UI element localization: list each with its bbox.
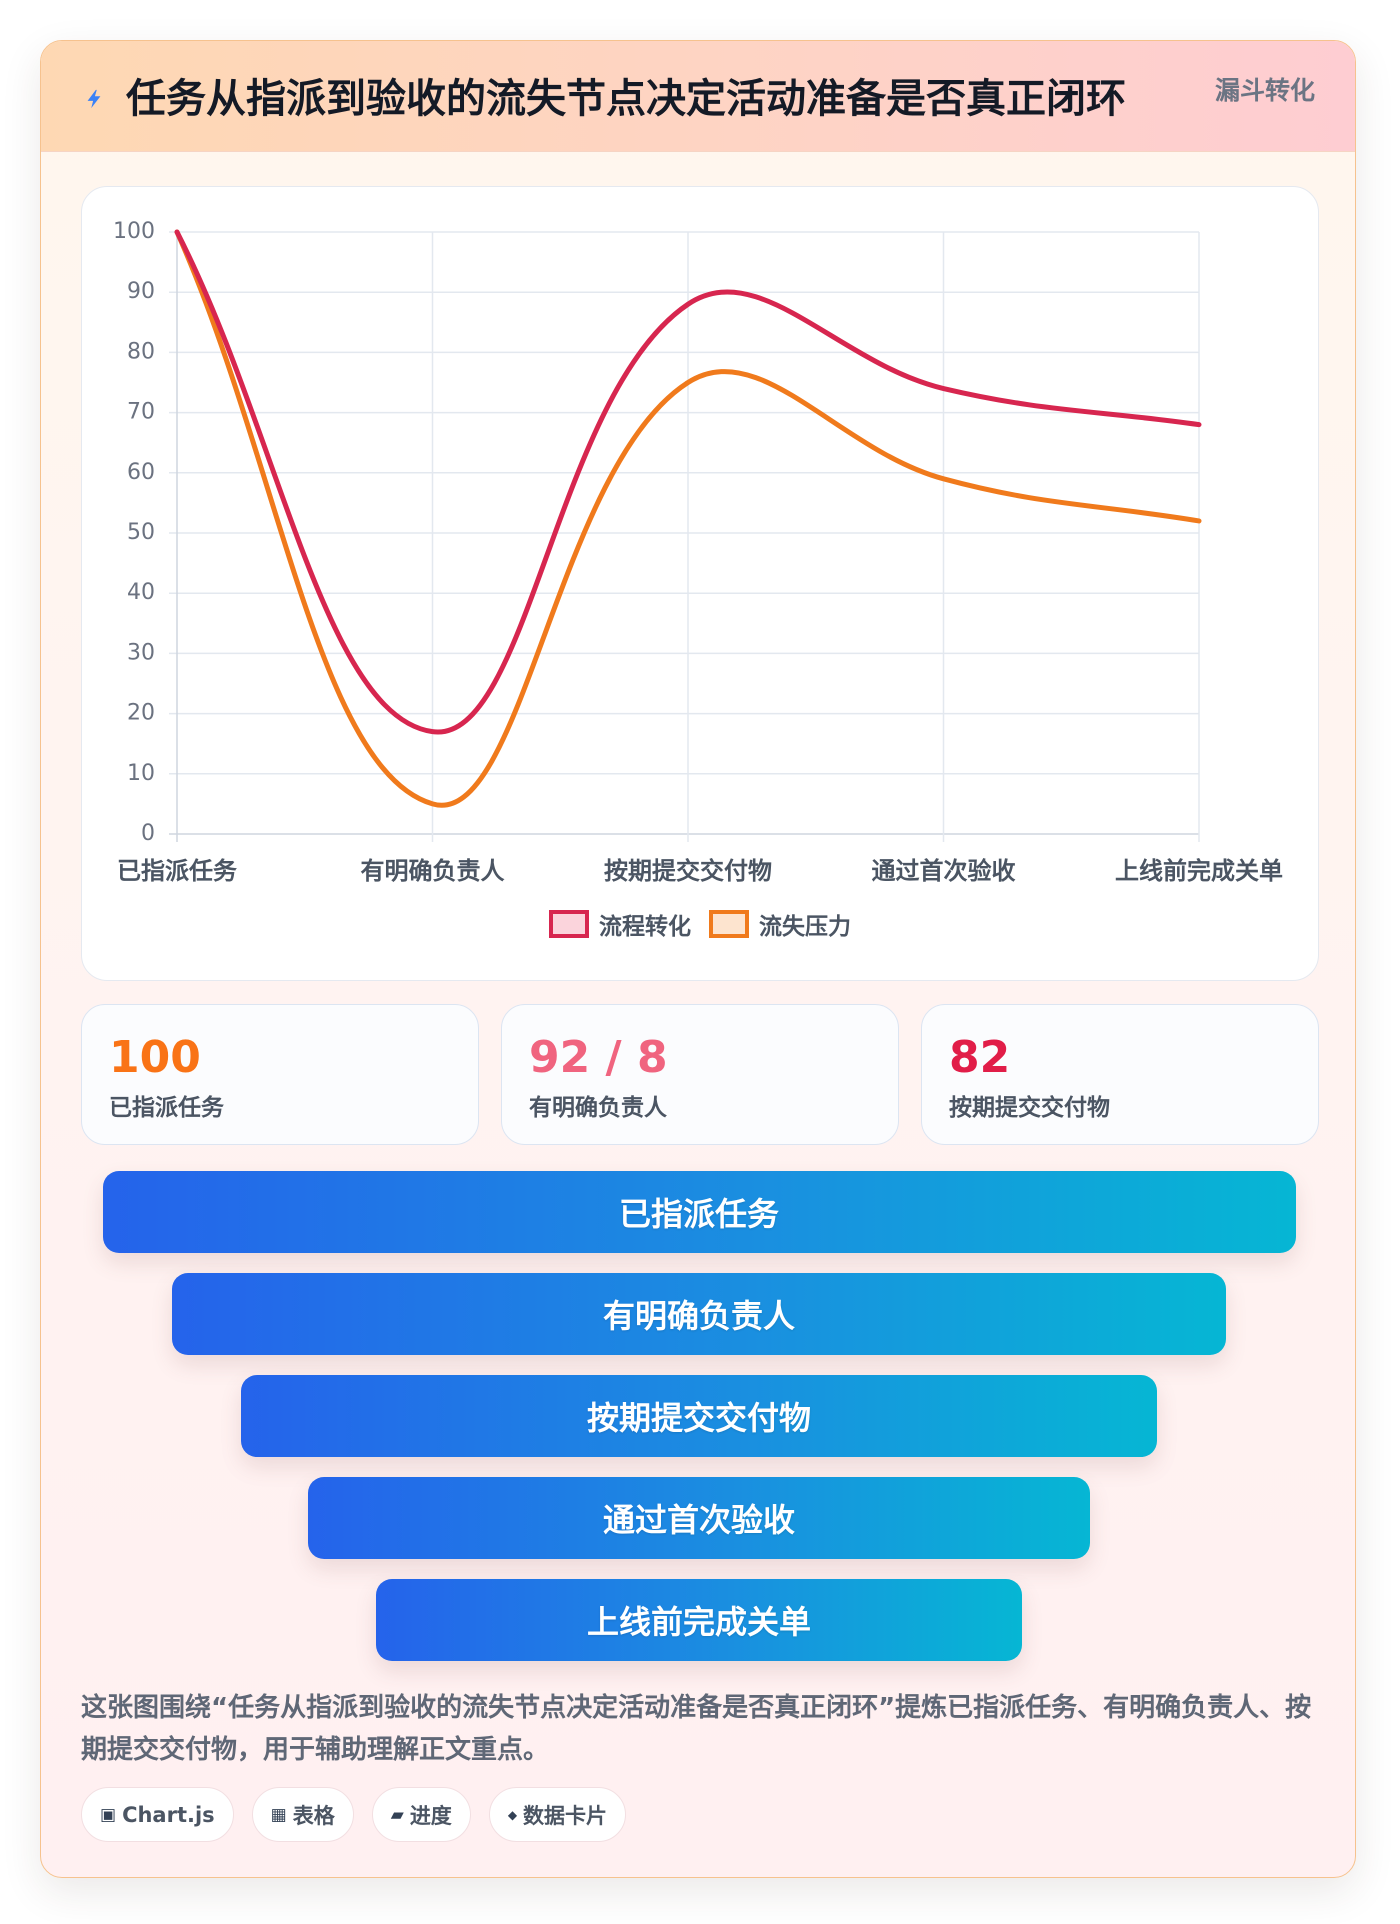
stat-card-1: 92 / 8 有明确负责人 (501, 1004, 899, 1145)
funnel-stage-2: 按期提交交付物 (241, 1375, 1157, 1457)
funnel: 已指派任务 有明确负责人 按期提交交付物 通过首次验收 上线前完成关单 (41, 1171, 1355, 1681)
legend-item-0[interactable]: 流程转化 (549, 907, 691, 941)
chip-progress[interactable]: ▰ 进度 (371, 1787, 471, 1842)
stat-value: 100 (109, 1032, 201, 1083)
chart-icon: ▣ (100, 1804, 117, 1825)
x-tick-label-4: 上线前完成关单 (1115, 857, 1283, 885)
data-point-0-0[interactable] (170, 225, 184, 239)
stat-value: 82 (949, 1032, 1011, 1083)
x-tick-label-2: 按期提交交付物 (604, 857, 772, 885)
card-header: 任务从指派到验收的流失节点决定活动准备是否真正闭环 漏斗转化 (41, 41, 1355, 152)
y-tick-label-8: 80 (127, 339, 155, 364)
data-point-0-2[interactable] (681, 297, 695, 311)
table-icon: ▦ (270, 1804, 287, 1825)
x-tick-label-0: 已指派任务 (117, 857, 238, 885)
data-point-1-4[interactable] (1192, 514, 1206, 528)
progress-icon: ▰ (390, 1804, 404, 1825)
chart-card: 任务从指派到验收的流失节点决定活动准备是否真正闭环 漏斗转化 0 10 20 30 40… (40, 40, 1356, 1878)
legend-swatch-1 (709, 910, 749, 938)
y-tick-label-1: 10 (127, 761, 155, 786)
chip-table[interactable]: ▦ 表格 (251, 1787, 354, 1842)
chart-legend: 流程转化 流失压力 (82, 903, 1318, 945)
data-point-0-3[interactable] (937, 382, 951, 396)
stat-label: 按期提交交付物 (949, 1095, 1110, 1121)
data-point-0-4[interactable] (1192, 418, 1206, 432)
data-point-1-3[interactable] (937, 472, 951, 486)
chip-label: Chart.js (122, 1802, 215, 1827)
legend-swatch-0 (549, 910, 589, 938)
funnel-stage-3: 通过首次验收 (308, 1477, 1090, 1559)
stat-card-2: 82 按期提交交付物 (921, 1004, 1319, 1145)
chip-label: 数据卡片 (523, 1803, 608, 1828)
chip-label: 进度 (409, 1803, 452, 1828)
chart-type-tag: 漏斗转化 (1214, 76, 1315, 105)
y-tick-label-5: 50 (127, 520, 155, 545)
y-tick-label-9: 90 (127, 279, 155, 304)
chip-label: 表格 (292, 1803, 335, 1828)
y-tick-label-4: 40 (127, 580, 155, 605)
funnel-stage-1: 有明确负责人 (172, 1273, 1226, 1355)
y-tick-label-7: 70 (127, 400, 155, 425)
stat-value: 92 / 8 (529, 1032, 668, 1083)
x-tick-label-3: 通过首次验收 (872, 857, 1016, 885)
chip-data-card[interactable]: ◆ 数据卡片 (488, 1787, 627, 1842)
y-tick-label-3: 30 (127, 640, 155, 665)
legend-label-0: 流程转化 (599, 914, 691, 940)
data-point-1-1[interactable] (426, 797, 440, 811)
data-point-0-1[interactable] (426, 725, 440, 739)
y-tick-label-2: 20 (127, 701, 155, 726)
x-tick-label-1: 有明确负责人 (361, 857, 505, 885)
legend-item-1[interactable]: 流失压力 (709, 907, 851, 941)
lightning-icon (87, 89, 101, 109)
series-line-1 (174, 229, 1202, 808)
legend-label-1: 流失压力 (759, 914, 851, 940)
y-tick-label-6: 60 (127, 460, 155, 485)
chip-chartjs[interactable]: ▣ Chart.js (81, 1787, 234, 1842)
line-chart: 0 10 20 30 40 50 60 70 80 90 100 已指派任务 有明确负责人 按期提交交付物… (113, 219, 1283, 885)
line-chart-panel: 0 10 20 30 40 50 60 70 80 90 100 已指派任务 有明确负责人 按期提交交付物… (81, 186, 1319, 981)
stat-label: 已指派任务 (109, 1095, 224, 1121)
tag-chips: ▣ Chart.js ▦ 表格 ▰ 进度 ◆ 数据卡片 (81, 1787, 627, 1842)
data-card-icon: ◆ (507, 1807, 518, 1822)
stat-card-0: 100 已指派任务 (81, 1004, 479, 1145)
funnel-stage-4: 上线前完成关单 (376, 1579, 1022, 1661)
data-point-1-2[interactable] (681, 376, 695, 390)
y-tick-label-10: 100 (113, 219, 155, 244)
series-line-0 (174, 229, 1202, 735)
funnel-stage-0: 已指派任务 (102, 1171, 1296, 1253)
chart-description: 这张图围绕“任务从指派到验收的流失节点决定活动准备是否真正闭环”提炼已指派任务、… (81, 1693, 1312, 1765)
y-tick-label-0: 0 (141, 821, 155, 846)
stat-label: 有明确负责人 (529, 1095, 667, 1121)
chart-title: 任务从指派到验收的流失节点决定活动准备是否真正闭环 (126, 76, 1126, 122)
